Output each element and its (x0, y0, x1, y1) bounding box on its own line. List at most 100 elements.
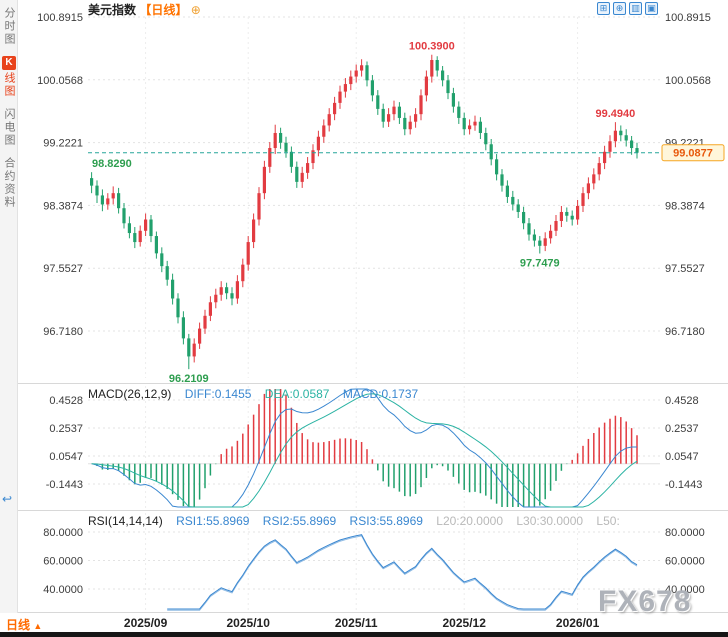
pan-icon[interactable]: ⊞ (597, 2, 610, 15)
y-axis-label: 100.8915 (665, 12, 711, 24)
candle-body (462, 117, 466, 130)
rsi1-value: RSI1:55.8969 (176, 514, 250, 528)
diff-line (91, 388, 638, 508)
sidebar-item-contract-info[interactable]: 合约资料 (0, 157, 18, 212)
candle-body (133, 233, 137, 243)
y-axis-label: -0.1443 (46, 479, 83, 491)
candle-body (327, 114, 331, 126)
candle-body (527, 223, 531, 235)
candle-body (149, 219, 153, 237)
candle-body (538, 240, 542, 246)
candle-body (354, 70, 358, 77)
chart-style-icon[interactable]: ▥ (629, 2, 642, 15)
candle-body (95, 185, 99, 196)
candle-body (613, 130, 617, 142)
candle-body (457, 106, 461, 118)
candle-body (403, 117, 407, 130)
candle-body (316, 136, 320, 151)
candle-body (203, 315, 207, 329)
y-axis-label: 98.3874 (43, 200, 83, 212)
candle-body (397, 106, 401, 118)
y-axis-label: 100.0568 (665, 75, 711, 87)
symbol-title: 美元指数 (88, 3, 137, 17)
chart-titlebar: 美元指数 【日线】 ⊕ (88, 1, 201, 17)
macd-indicator-chart[interactable]: 0.4528 0.4528 0.2537 0.2537 0.0547 0.0547 -0.1… (0, 384, 728, 511)
candle-body (576, 205, 580, 220)
y-axis-label: 0.0547 (665, 451, 699, 463)
candle-body (381, 108, 385, 122)
candle-body (489, 144, 493, 160)
period-selector[interactable]: 日线 ▲ (6, 616, 42, 633)
sidebar-item-label: 闪电图 (3, 108, 15, 147)
main-candlestick-chart[interactable]: 100.8915 100.8915 100.0568 100.0568 99.2221 9… (0, 0, 728, 384)
fullscreen-icon[interactable]: ▣ (645, 2, 658, 15)
candle-body (111, 193, 115, 199)
y-axis-label: 60.0000 (665, 556, 705, 568)
y-axis-label: 0.2537 (665, 423, 699, 435)
rsi1-line (167, 534, 638, 610)
y-axis-label: 80.0000 (43, 527, 83, 539)
zoom-in-icon[interactable]: ⊕ (613, 2, 626, 15)
candle-body (171, 279, 175, 299)
y-axis-label: 0.4528 (665, 395, 699, 407)
y-axis-label: 0.2537 (49, 423, 83, 435)
candle-body (160, 253, 164, 267)
sidebar-item-kline-chart[interactable]: K 线图 (0, 56, 18, 101)
candle-body (430, 59, 434, 77)
y-axis-label: 60.0000 (43, 556, 83, 568)
rsi2-line (167, 535, 638, 611)
candle-body (414, 114, 418, 122)
candle-body (435, 59, 439, 71)
price-annotation: 96.2109 (169, 373, 209, 384)
candle-body (586, 183, 590, 194)
candle-body (268, 148, 272, 167)
macd-histogram (96, 389, 638, 507)
kline-chip: K (2, 56, 16, 70)
candle-body (635, 148, 639, 153)
candle-body (273, 132, 277, 149)
x-axis-label: 2025/12 (442, 616, 486, 630)
candle-body (495, 159, 499, 175)
rsi-title: RSI(14,14,14) (88, 514, 163, 528)
candles-layer (90, 54, 639, 370)
macd-diff-value: DIFF:0.1455 (184, 387, 252, 401)
candle-body (225, 287, 229, 294)
collapse-panel-icon[interactable]: ↩ (2, 492, 13, 506)
candle-body (570, 215, 574, 220)
candle-body (338, 91, 342, 103)
sidebar-item-lightning-chart[interactable]: 闪电图 (0, 108, 18, 150)
candle-body (230, 293, 234, 299)
candle-body (343, 84, 347, 92)
candle-body (419, 95, 423, 115)
candle-body (219, 287, 223, 295)
macd-header: MACD(26,12,9) DIFF:0.1455 DEA:0.0587 MAC… (88, 387, 428, 401)
candle-body (241, 264, 245, 282)
rsi-header: RSI(14,14,14) RSI1:55.8969 RSI2:55.8969 … (88, 514, 630, 528)
candle-body (408, 121, 412, 130)
y-axis-label: 40.0000 (43, 584, 83, 596)
chevron-up-icon: ▲ (33, 621, 43, 631)
candle-body (127, 223, 131, 234)
price-annotation: 98.8290 (92, 158, 132, 170)
candle-body (165, 266, 169, 280)
candle-body (198, 328, 202, 344)
rsi2-value: RSI2:55.8969 (262, 514, 337, 528)
candle-body (246, 242, 250, 265)
candle-body (451, 93, 455, 107)
candle-body (252, 219, 256, 243)
candle-body (176, 298, 180, 318)
period-selector-label: 日线 (6, 618, 31, 632)
sidebar-item-time-chart[interactable]: 分时图 (0, 7, 18, 49)
y-axis-label: 97.5527 (43, 263, 83, 275)
macd-dea-value: DEA:0.0587 (264, 387, 330, 401)
period-title: 【日线】 (139, 3, 188, 17)
candle-body (295, 166, 299, 182)
y-axis-label: 0.0547 (49, 451, 83, 463)
add-indicator-icon[interactable]: ⊕ (190, 3, 201, 17)
rsi-indicator-chart[interactable]: 80.0000 80.0000 60.0000 60.0000 40.0000 40.00… (0, 511, 728, 613)
candle-body (549, 230, 553, 239)
y-axis-label: 96.7180 (43, 326, 83, 338)
candle-body (441, 70, 445, 81)
x-axis-label: 2025/09 (123, 616, 168, 630)
candle-body (511, 196, 515, 205)
